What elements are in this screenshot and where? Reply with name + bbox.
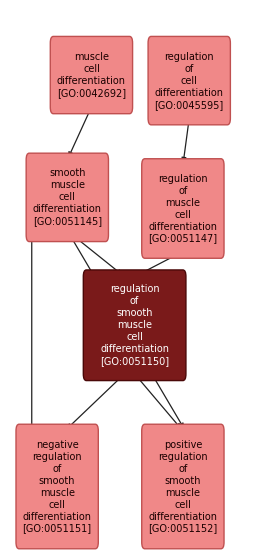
Text: smooth
muscle
cell
differentiation
[GO:0051145]: smooth muscle cell differentiation [GO:0… <box>33 168 102 226</box>
Text: regulation
of
smooth
muscle
cell
differentiation
[GO:0051150]: regulation of smooth muscle cell differe… <box>100 284 169 366</box>
FancyBboxPatch shape <box>50 37 133 113</box>
FancyBboxPatch shape <box>142 424 224 549</box>
Text: positive
regulation
of
smooth
muscle
cell
differentiation
[GO:0051152]: positive regulation of smooth muscle cel… <box>148 439 217 534</box>
Text: regulation
of
cell
differentiation
[GO:0045595]: regulation of cell differentiation [GO:0… <box>155 52 224 110</box>
FancyBboxPatch shape <box>83 270 186 380</box>
FancyBboxPatch shape <box>16 424 98 549</box>
FancyBboxPatch shape <box>142 159 224 258</box>
Text: muscle
cell
differentiation
[GO:0042692]: muscle cell differentiation [GO:0042692] <box>57 52 126 98</box>
Text: regulation
of
muscle
cell
differentiation
[GO:0051147]: regulation of muscle cell differentiatio… <box>148 173 217 244</box>
Text: negative
regulation
of
smooth
muscle
cell
differentiation
[GO:0051151]: negative regulation of smooth muscle cel… <box>23 439 92 534</box>
FancyBboxPatch shape <box>148 37 230 125</box>
FancyBboxPatch shape <box>26 153 108 241</box>
